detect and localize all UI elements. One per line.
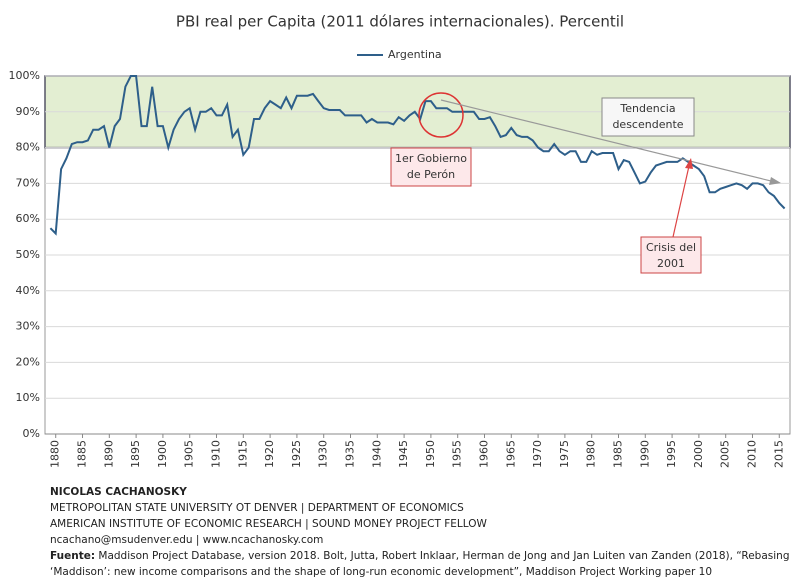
y-tick-label: 90% bbox=[16, 105, 40, 118]
x-tick-label: 1890 bbox=[102, 440, 115, 468]
y-tick-label: 70% bbox=[16, 176, 40, 189]
x-tick-label: 1965 bbox=[504, 440, 517, 468]
x-tick-label: 1940 bbox=[370, 440, 383, 468]
annotation-box bbox=[601, 97, 695, 137]
chart-title: PBI real per Capita (2011 dólares intern… bbox=[176, 13, 624, 31]
annotation-box bbox=[390, 147, 472, 187]
y-tick-label: 30% bbox=[16, 320, 40, 333]
x-tick-label: 1990 bbox=[638, 440, 651, 468]
x-tick-label: 1945 bbox=[397, 440, 410, 468]
annotation-text: Crisis del bbox=[646, 241, 696, 254]
y-tick-label: 10% bbox=[16, 391, 40, 404]
trend-arrowhead bbox=[769, 177, 781, 185]
annotation-text: 2001 bbox=[657, 257, 685, 270]
x-tick-label: 2005 bbox=[719, 440, 732, 468]
y-tick-label: 60% bbox=[16, 212, 40, 225]
series-line bbox=[49, 75, 786, 236]
y-tick-label: 80% bbox=[16, 141, 40, 154]
source: Fuente: Maddison Project Database, versi… bbox=[50, 548, 790, 580]
annotation-text: Tendencia bbox=[619, 102, 675, 115]
annotation-text: de Perón bbox=[407, 168, 455, 181]
x-tick-label: 1970 bbox=[531, 440, 544, 468]
x-tick-label: 1950 bbox=[424, 440, 437, 468]
x-tick-label: 1930 bbox=[317, 440, 330, 468]
chart: PBI real per Capita (2011 dólares intern… bbox=[9, 13, 791, 468]
footer-line: METROPOLITAN STATE UNIVERSITY OT DENVER … bbox=[50, 502, 464, 514]
x-tick-label: 1975 bbox=[558, 440, 571, 468]
footer: NICOLAS CACHANOSKY METROPOLITAN STATE UN… bbox=[50, 484, 790, 580]
x-tick-label: 1935 bbox=[344, 440, 357, 468]
x-tick-label: 1985 bbox=[611, 440, 624, 468]
x-tick-label: 1885 bbox=[76, 440, 89, 468]
annotation-text: descendente bbox=[612, 118, 683, 131]
x-tick-label: 1910 bbox=[210, 440, 223, 468]
y-tick-label: 50% bbox=[16, 248, 40, 261]
y-tick-label: 20% bbox=[16, 355, 40, 368]
x-tick-label: 1980 bbox=[585, 440, 598, 468]
x-tick-label: 1905 bbox=[183, 440, 196, 468]
x-tick-label: 1995 bbox=[665, 440, 678, 468]
x-tick-label: 1895 bbox=[129, 440, 142, 468]
x-tick-label: 2015 bbox=[772, 440, 785, 468]
author: NICOLAS CACHANOSKY bbox=[50, 486, 187, 498]
x-tick-label: 1920 bbox=[263, 440, 276, 468]
annotation-text: 1er Gobierno bbox=[395, 152, 467, 165]
x-tick-label: 2000 bbox=[692, 440, 705, 468]
x-tick-label: 1880 bbox=[49, 440, 62, 468]
x-tick-label: 1925 bbox=[290, 440, 303, 468]
x-tick-label: 1955 bbox=[451, 440, 464, 468]
crisis-arrowhead bbox=[685, 158, 693, 169]
x-tick-label: 2010 bbox=[745, 440, 758, 468]
y-tick-label: 100% bbox=[9, 69, 40, 82]
footer-line: ncachano@msudenver.edu | www.ncachanosky… bbox=[50, 534, 324, 546]
source-text: Maddison Project Database, version 2018.… bbox=[50, 550, 790, 578]
footer-line: AMERICAN INSTITUTE OF ECONOMIC RESEARCH … bbox=[50, 518, 487, 530]
x-tick-label: 1960 bbox=[477, 440, 490, 468]
x-tick-label: 1915 bbox=[236, 440, 249, 468]
source-label: Fuente: bbox=[50, 550, 96, 562]
trend-arrow bbox=[440, 99, 776, 183]
highlight-circle bbox=[418, 92, 464, 138]
crisis-arrow bbox=[672, 165, 690, 238]
y-tick-label: 40% bbox=[16, 284, 40, 297]
x-tick-label: 1900 bbox=[156, 440, 169, 468]
annotation-box bbox=[640, 236, 702, 274]
y-tick-label: 0% bbox=[23, 427, 40, 440]
legend-label: Argentina bbox=[388, 48, 442, 61]
